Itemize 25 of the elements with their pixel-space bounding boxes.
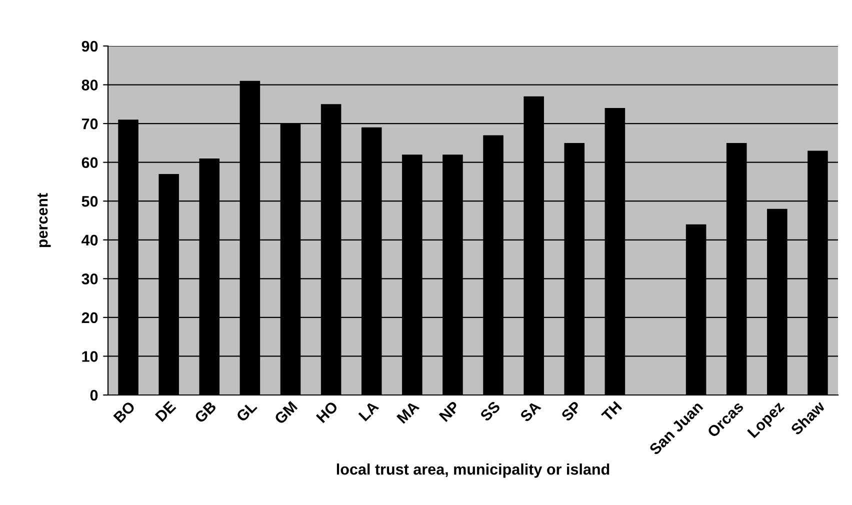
x-tick-label: NP — [438, 400, 460, 422]
x-tick-label: GL — [236, 400, 258, 422]
x-tick-label: GM — [274, 400, 298, 425]
x-axis-title: local trust area, municipality or island — [336, 464, 610, 478]
x-tick-label: GB — [194, 400, 217, 424]
x-tick-label: LA — [358, 400, 380, 422]
x-tick-label: BO — [113, 400, 136, 424]
y-tick-label: 50 — [82, 196, 98, 207]
y-tick-label: 80 — [82, 80, 98, 90]
x-tick-label: TH — [601, 400, 622, 422]
y-tick-label: 30 — [82, 274, 98, 284]
y-tick-label: 40 — [82, 234, 98, 246]
x-tick-label: MA — [396, 400, 420, 424]
y-tick-label: 70 — [82, 118, 98, 130]
x-tick-label: SP — [560, 400, 582, 422]
x-tick-label: SA — [519, 400, 542, 422]
y-tick-label: 0 — [90, 390, 98, 401]
x-tick-label: SS — [479, 400, 501, 422]
y-axis-title: percent — [38, 193, 51, 248]
y-tick-label: 20 — [82, 312, 98, 324]
x-tick-label: DE — [154, 400, 176, 422]
y-tick-label: 10 — [82, 351, 98, 362]
y-tick-label: 60 — [82, 157, 98, 168]
x-tick-label: HO — [316, 400, 339, 424]
y-tick-label: 90 — [82, 40, 98, 52]
